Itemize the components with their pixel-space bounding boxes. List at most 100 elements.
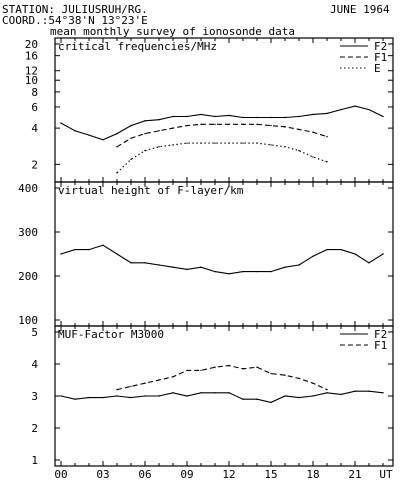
data-point (116, 253, 118, 255)
data-point (130, 137, 132, 139)
data-point (172, 376, 174, 378)
data-point (172, 115, 174, 118)
data-point (144, 382, 146, 384)
data-point (242, 116, 244, 119)
data-point (298, 149, 300, 152)
series-line-f2 (60, 390, 384, 403)
data-point (382, 253, 384, 255)
y-tick-label: 10 (25, 74, 38, 87)
y-tick-label: 1 (31, 454, 38, 467)
data-point (256, 123, 258, 126)
x-tick-label: 03 (96, 468, 109, 480)
data-point (144, 262, 146, 264)
y-tick-label: 16 (25, 50, 38, 63)
data-point (382, 392, 384, 394)
y-tick-label: 6 (31, 101, 38, 114)
panel-title: MUF-Factor M3000 (58, 328, 164, 341)
chart-subtitle: mean monthly survey of ionosonde data (50, 25, 296, 38)
data-point (298, 396, 300, 399)
data-point (200, 142, 202, 144)
y-tick-label: 400 (18, 182, 38, 195)
y-tick-label: 2 (31, 158, 38, 171)
station-label: STATION: JULIUSRUH/RG. (2, 3, 148, 16)
x-tick-label: 21 (348, 468, 361, 480)
data-point (214, 142, 216, 144)
y-tick-label: 12 (25, 65, 38, 78)
data-point (144, 395, 146, 397)
data-point (200, 266, 202, 268)
data-point (242, 398, 244, 400)
legend-label-f2: F2 (374, 40, 387, 53)
x-tick-label: 15 (264, 468, 277, 480)
data-point (130, 262, 132, 264)
data-point (172, 127, 174, 129)
data-point (242, 142, 244, 144)
data-point (214, 123, 216, 126)
data-point (256, 142, 258, 144)
series-line-f2 (60, 105, 384, 141)
data-point (312, 255, 314, 257)
data-point (354, 105, 356, 107)
data-point (60, 253, 62, 255)
data-point (102, 244, 104, 246)
data-point (186, 395, 188, 397)
data-point (116, 388, 118, 391)
y-tick-label: 4 (31, 122, 38, 135)
data-point (340, 108, 342, 111)
data-point (158, 264, 160, 266)
data-point (74, 248, 76, 251)
data-point (368, 390, 370, 392)
data-point (242, 270, 244, 273)
legend-label-f2: F2 (374, 328, 387, 341)
series-line-f1 (116, 365, 328, 391)
data-point (74, 398, 76, 400)
data-point (116, 172, 118, 174)
data-point (298, 264, 300, 266)
data-point (172, 144, 174, 146)
y-tick-label: 2 (31, 422, 38, 435)
data-point (298, 377, 300, 380)
data-point (200, 392, 202, 394)
data-point (354, 253, 356, 255)
legend-label-f1: F1 (374, 339, 387, 352)
coordinates-label: COORD.:54°38'N 13°23'E (2, 14, 148, 27)
data-point (284, 266, 286, 268)
y-tick-label: 100 (18, 314, 38, 327)
data-point (158, 146, 160, 148)
data-point (158, 379, 160, 381)
panel-frame (54, 325, 394, 467)
y-tick-label: 20 (25, 38, 38, 51)
data-point (88, 248, 90, 251)
x-tick-label: 00 (54, 468, 67, 480)
data-point (228, 142, 230, 144)
data-point (298, 115, 300, 118)
data-point (88, 134, 90, 136)
panel-frame (54, 181, 394, 327)
data-point (214, 270, 216, 273)
x-tick-label: 18 (306, 468, 319, 480)
data-point (312, 382, 314, 384)
data-point (284, 126, 286, 128)
data-point (144, 132, 146, 135)
data-point (116, 395, 118, 397)
data-point (326, 248, 328, 251)
data-point (312, 131, 314, 133)
data-point (228, 123, 230, 126)
data-point (284, 116, 286, 119)
data-point (340, 393, 342, 396)
data-point (270, 270, 272, 273)
data-point (116, 132, 118, 135)
data-point (102, 396, 104, 399)
data-point (326, 112, 328, 115)
data-point (368, 262, 370, 264)
data-point (256, 270, 258, 273)
data-point (186, 124, 188, 127)
data-point (312, 113, 314, 116)
data-point (130, 396, 132, 399)
data-point (186, 268, 188, 271)
data-point (186, 369, 188, 372)
panel-title: critical frequencies/MHz (58, 40, 217, 53)
data-point (186, 142, 188, 144)
y-tick-label: 8 (31, 86, 38, 99)
